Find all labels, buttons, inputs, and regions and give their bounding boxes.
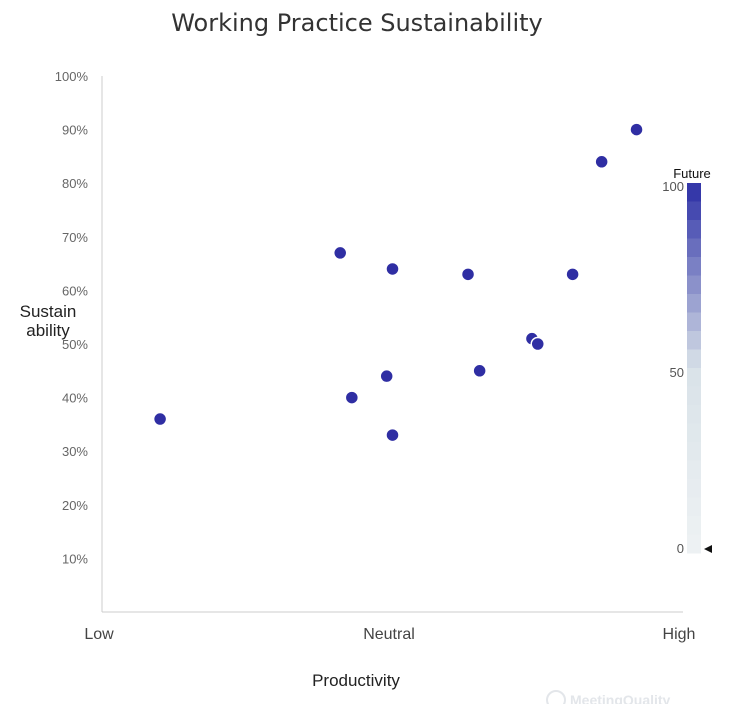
legend-tick-50: 50 [670,365,684,380]
y-tick-label: 20% [62,498,88,513]
legend-color-step [687,479,701,498]
x-tick-label-low: Low [84,626,114,643]
data-point[interactable] [385,261,400,277]
legend-color-step [687,220,701,239]
legend-tick-100: 100 [662,179,684,194]
chart-title: Working Practice Sustainability [171,9,543,37]
legend-color-step [687,183,701,202]
x-axis-label: Productivity [312,671,400,690]
legend-color-step [687,534,701,554]
data-point[interactable] [344,390,360,405]
y-tick-label: 80% [62,176,88,191]
y-axis-label-line-2: ability [26,321,70,340]
data-point[interactable] [152,411,168,427]
legend-color-step [687,331,701,350]
legend-color-step [687,423,701,443]
legend-color-step [687,312,701,332]
y-axis-label-line-1: Sustain [20,302,77,321]
y-tick-labels: 10% 20% 30% 40% 50% 60% 70% 80% 90% 100% [55,69,89,566]
y-tick-label: 10% [62,551,88,566]
y-tick-label: 50% [62,337,88,352]
y-tick-label: 70% [62,230,88,245]
legend-color-step [687,368,701,387]
x-tick-label-neutral: Neutral [363,626,415,643]
data-point[interactable] [594,154,609,170]
legend-title: Future [673,166,711,181]
legend-color-step [687,201,701,221]
legend-color-step [687,442,701,461]
legend-color-step [687,386,701,406]
y-tick-label: 40% [62,391,88,406]
data-point[interactable] [472,363,487,379]
data-point[interactable] [629,122,644,137]
legend-color-step [687,257,701,276]
watermark: MeetingQuality [546,690,671,704]
data-point[interactable] [530,336,545,352]
legend-color-scale [687,183,701,554]
data-point[interactable] [460,267,476,282]
y-tick-label: 30% [62,444,88,459]
watermark-logo-icon [546,690,566,704]
x-tick-label-high: High [663,626,696,643]
legend-color-step [687,516,701,535]
legend-pointer-icon [704,545,712,553]
watermark-text: MeetingQuality [570,692,671,704]
legend-color-step [687,294,701,313]
legend-color-step [687,275,701,295]
y-tick-label: 100% [55,69,89,84]
legend-tick-0: 0 [677,541,684,556]
legend-color-step [687,349,701,369]
data-point[interactable] [385,427,400,443]
data-point[interactable] [565,267,580,282]
data-point[interactable] [332,245,348,261]
legend-color-step [687,460,701,480]
data-points [152,122,644,443]
y-tick-label: 90% [62,123,88,138]
legend-color-step [687,405,701,424]
legend-color-step [687,238,701,258]
data-point[interactable] [379,368,394,384]
color-legend: Future 100 50 0 [662,166,712,556]
legend-color-step [687,497,701,517]
y-tick-label: 60% [62,283,88,298]
